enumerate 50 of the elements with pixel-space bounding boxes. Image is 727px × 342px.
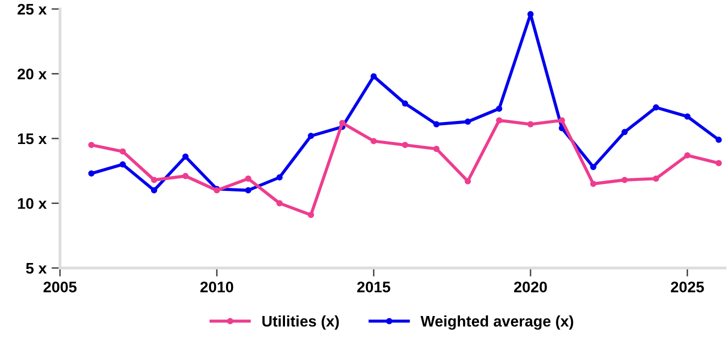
point bbox=[621, 176, 628, 184]
point bbox=[464, 178, 471, 184]
legend-label: Utilities (x) bbox=[262, 315, 339, 330]
point bbox=[558, 117, 566, 124]
point bbox=[433, 121, 440, 128]
y-tick-label: 5 x bbox=[26, 263, 47, 274]
point bbox=[370, 73, 377, 80]
point bbox=[527, 121, 534, 128]
x-tick-label: 2010 bbox=[200, 282, 234, 292]
point bbox=[716, 136, 722, 143]
point bbox=[716, 160, 722, 166]
point bbox=[88, 170, 94, 177]
point bbox=[370, 138, 377, 144]
point bbox=[245, 187, 252, 194]
x-tick-label: 2025 bbox=[670, 282, 704, 292]
point bbox=[433, 146, 440, 152]
point bbox=[276, 200, 283, 206]
point bbox=[88, 142, 94, 148]
point bbox=[402, 142, 408, 148]
y-tick-label: 20 x bbox=[18, 68, 47, 80]
x-tick-label: 2020 bbox=[514, 282, 547, 292]
point bbox=[496, 106, 502, 112]
point bbox=[245, 176, 252, 182]
point bbox=[590, 164, 596, 170]
point bbox=[464, 118, 471, 125]
point bbox=[496, 117, 502, 124]
point bbox=[684, 113, 690, 120]
point bbox=[652, 176, 660, 182]
x-tick-label: 2005 bbox=[44, 282, 77, 292]
point bbox=[402, 100, 408, 107]
point bbox=[590, 180, 596, 187]
point bbox=[150, 176, 158, 184]
y-tick-label: 10 x bbox=[18, 198, 47, 209]
point bbox=[652, 104, 660, 111]
point bbox=[120, 148, 126, 155]
point bbox=[276, 174, 283, 180]
y-tick-label: 15 x bbox=[18, 134, 47, 144]
point bbox=[684, 152, 690, 158]
point bbox=[308, 212, 314, 218]
legend-label: Weighted average (x) bbox=[420, 315, 574, 330]
x-tick-label: 2015 bbox=[357, 282, 390, 292]
point bbox=[182, 172, 189, 180]
point bbox=[621, 128, 628, 136]
point bbox=[120, 161, 126, 168]
point bbox=[527, 11, 534, 18]
point bbox=[182, 154, 189, 160]
y-tick-label: 25 x bbox=[18, 4, 47, 15]
point bbox=[150, 187, 158, 194]
point bbox=[308, 132, 314, 140]
point bbox=[339, 120, 346, 126]
